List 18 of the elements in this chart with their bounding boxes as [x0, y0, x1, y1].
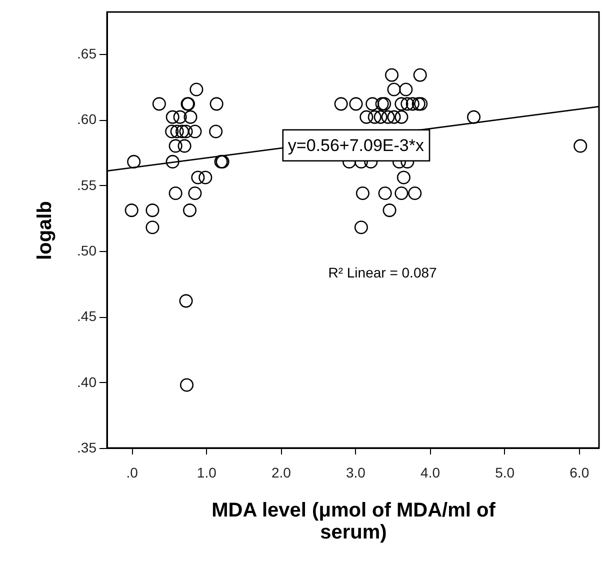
annotation: R² Linear = 0.087: [328, 264, 438, 281]
y-tick-label: .35: [77, 440, 97, 456]
x-tick-label: 6.0: [570, 464, 590, 480]
x-tick-label: .0: [126, 464, 138, 480]
x-tick-label: 2.0: [271, 464, 292, 480]
x-tick-label: 1.0: [196, 464, 217, 480]
annotation: y=0.56+7.09E-3*x: [288, 136, 424, 155]
y-axis-title: logalb: [34, 201, 56, 260]
y-tick-label: .50: [77, 242, 97, 259]
x-axis-title: MDA level (μmol of MDA/ml of serum): [212, 500, 496, 544]
x-tick-label: 4.0: [420, 464, 440, 480]
y-tick-label: .55: [77, 176, 97, 193]
x-tick-label: 3.0: [346, 464, 366, 480]
y-tick-label: .40: [77, 374, 97, 390]
y-tick-label: .45: [77, 308, 97, 324]
y-tick-label: .65: [77, 46, 97, 62]
y-tick-label: .60: [77, 111, 97, 128]
x-tick-label: 5.0: [495, 464, 515, 480]
